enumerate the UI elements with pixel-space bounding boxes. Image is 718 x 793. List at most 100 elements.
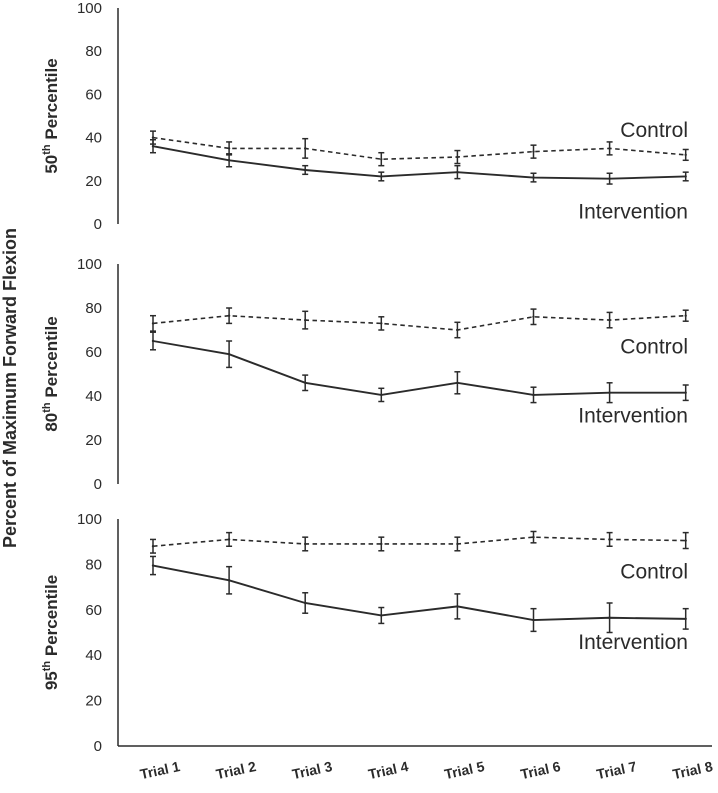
- data-point: [227, 314, 231, 317]
- y-tick-label: 80: [85, 300, 102, 317]
- error-bar-control: [682, 531, 689, 550]
- y-tick-label: 20: [85, 693, 102, 710]
- error-bar-control: [378, 536, 385, 552]
- error-bar-control: [378, 316, 385, 331]
- error-bar-intervention: [530, 386, 537, 404]
- data-point: [227, 159, 231, 162]
- y-tick-label: 40: [85, 647, 102, 664]
- data-point: [304, 542, 307, 546]
- series-label-control: Control: [620, 561, 688, 584]
- data-point: [380, 322, 383, 325]
- error-bar-intervention: [682, 607, 689, 630]
- error-bar-control: [454, 536, 461, 552]
- error-bar-control: [226, 307, 233, 325]
- data-point: [304, 318, 307, 322]
- error-bar-control: [530, 530, 537, 544]
- error-bar-intervention: [454, 371, 461, 395]
- data-point: [608, 318, 611, 322]
- data-point: [608, 538, 611, 541]
- y-tick-label: 0: [94, 476, 102, 493]
- data-point: [227, 147, 231, 150]
- x-tick-label: Trial 2: [215, 758, 258, 782]
- panel-0: 0 20 40 60 80 100 50th Percentile Control Interv…: [41, 0, 689, 233]
- data-point: [608, 147, 611, 150]
- data-point: [456, 170, 459, 174]
- data-point: [608, 391, 611, 394]
- y-tick-label: 60: [85, 602, 102, 619]
- error-bar-control: [530, 144, 537, 159]
- error-bar-intervention: [150, 139, 156, 154]
- x-tick-label: Trial 1: [139, 758, 182, 782]
- error-bar-intervention: [150, 555, 156, 576]
- data-point: [684, 175, 687, 178]
- y-tick-label: 60: [85, 86, 102, 103]
- y-axis-title: Percent of Maximum Forward Flexion: [0, 228, 20, 548]
- panel-1: 0 20 40 60 80 100 80th Percentile Control Interv…: [41, 256, 689, 493]
- series-line-intervention: [152, 340, 686, 396]
- y-tick-label: 0: [94, 216, 102, 233]
- data-point: [304, 381, 307, 384]
- data-point: [380, 158, 383, 161]
- error-bar-control: [682, 148, 689, 162]
- error-bar-intervention: [378, 387, 385, 403]
- data-point: [227, 538, 231, 541]
- data-point: [684, 391, 687, 394]
- x-tick-label: Trial 4: [367, 758, 410, 782]
- y-tick-label: 60: [85, 344, 102, 361]
- error-bar-intervention: [226, 565, 233, 595]
- series-label-intervention: Intervention: [578, 405, 688, 428]
- series-label-control: Control: [620, 119, 688, 142]
- data-point: [456, 381, 459, 384]
- data-point: [456, 542, 459, 546]
- data-point: [456, 155, 459, 159]
- error-bar-control: [226, 531, 233, 547]
- series-line-control: [152, 536, 686, 548]
- data-point: [151, 564, 155, 567]
- data-point: [684, 539, 687, 542]
- y-tick-label: 0: [94, 738, 102, 755]
- data-point: [456, 328, 459, 332]
- error-bar-intervention: [226, 153, 233, 168]
- data-point: [151, 545, 155, 548]
- y-tick-label: 80: [85, 43, 102, 60]
- data-point: [151, 145, 155, 148]
- y-tick-label: 20: [85, 173, 102, 190]
- data-point: [304, 147, 307, 150]
- series-line-intervention: [152, 564, 686, 621]
- error-bar-control: [454, 149, 461, 165]
- error-bar-control: [150, 314, 156, 332]
- panel-label: 95th Percentile: [41, 575, 61, 690]
- data-point: [684, 314, 687, 317]
- y-tick-label: 100: [77, 0, 102, 17]
- data-point: [380, 614, 383, 617]
- error-bar-control: [302, 310, 309, 330]
- panel-label: 80th Percentile: [41, 316, 61, 431]
- error-bar-intervention: [302, 592, 309, 614]
- error-bar-control: [226, 141, 233, 156]
- error-bar-control: [302, 137, 309, 159]
- y-tick-label: 100: [77, 256, 102, 273]
- error-bar-intervention: [378, 171, 385, 182]
- y-tick-label: 80: [85, 556, 102, 573]
- series-label-intervention: Intervention: [578, 200, 688, 223]
- data-point: [532, 315, 535, 318]
- series-label-control: Control: [620, 336, 688, 359]
- data-point: [684, 617, 687, 621]
- error-bar-control: [454, 321, 461, 339]
- y-tick-label: 40: [85, 130, 102, 147]
- x-tick-label: Trial 8: [671, 758, 714, 782]
- error-bar-intervention: [226, 340, 233, 369]
- data-point: [608, 177, 611, 180]
- data-point: [151, 339, 155, 343]
- series-line-intervention: [152, 145, 686, 180]
- error-bar-control: [378, 151, 385, 167]
- error-bar-control: [150, 538, 156, 554]
- data-point: [151, 322, 155, 325]
- data-point: [380, 542, 383, 546]
- series-line-control: [152, 314, 686, 331]
- y-tick-label: 100: [77, 511, 102, 528]
- error-bar-intervention: [454, 593, 461, 620]
- error-bar-control: [682, 309, 689, 322]
- error-bar-intervention: [682, 171, 689, 182]
